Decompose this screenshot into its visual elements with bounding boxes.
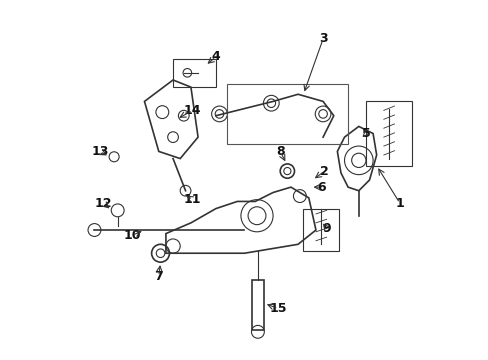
Text: 1: 1 (395, 197, 404, 210)
Text: 13: 13 (91, 145, 108, 158)
Text: 5: 5 (361, 127, 369, 140)
Text: 7: 7 (154, 270, 163, 283)
Bar (303, 208, 339, 251)
Text: 9: 9 (322, 222, 330, 235)
Text: 12: 12 (95, 197, 112, 210)
Bar (173, 59, 216, 87)
Text: 8: 8 (275, 145, 284, 158)
Text: 2: 2 (320, 165, 328, 177)
Text: 3: 3 (318, 32, 327, 45)
Bar (251, 280, 264, 330)
Bar (226, 84, 347, 144)
Text: 11: 11 (183, 193, 201, 206)
Text: 10: 10 (123, 229, 141, 242)
Text: 14: 14 (183, 104, 201, 117)
Text: 4: 4 (211, 50, 220, 63)
Text: 6: 6 (316, 181, 325, 194)
Text: 15: 15 (269, 302, 286, 315)
Bar (365, 102, 411, 166)
